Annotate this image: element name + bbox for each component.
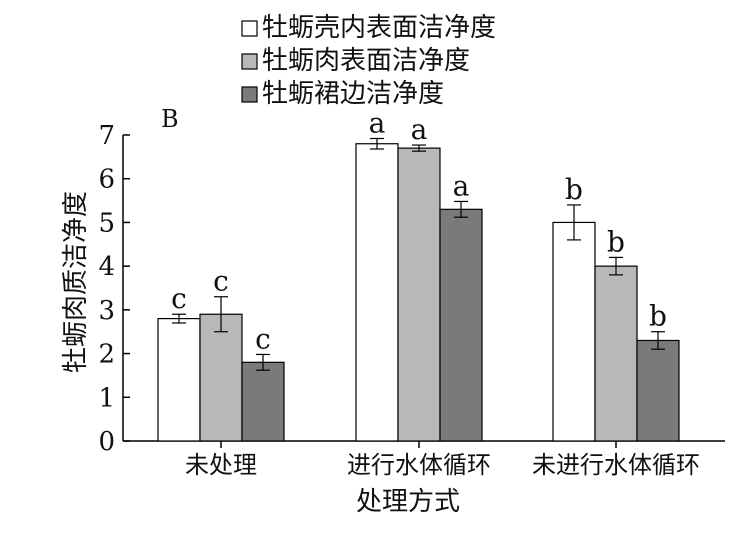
bar (355, 143, 399, 442)
bar (439, 208, 483, 442)
bar (157, 318, 201, 442)
plot-area: 0 1 2 3 4 5 6 7 未处理 进行水体循环 未进行水体循环 c a b c a b c a b (98, 106, 725, 479)
significance-label: c (255, 322, 271, 355)
bar (199, 313, 243, 442)
x-tick-label: 进行水体循环 (347, 451, 491, 479)
panel-label: B (161, 105, 179, 133)
significance-label: b (649, 300, 667, 333)
legend-swatch (241, 53, 258, 70)
significance-label: a (411, 113, 428, 146)
y-tick-label: 7 (98, 121, 115, 151)
x-tick-label: 未进行水体循环 (532, 451, 700, 479)
legend-label: 牡蛎裙边洁净度 (262, 79, 444, 109)
legend-swatch (241, 20, 258, 37)
y-tick-label: 1 (98, 383, 115, 413)
legend-label: 牡蛎壳内表面洁净度 (262, 13, 496, 43)
bar (636, 339, 680, 442)
significance-label: a (453, 169, 470, 202)
x-axis-label: 处理方式 (356, 487, 460, 517)
bar (552, 221, 596, 442)
y-tick-label: 0 (98, 427, 115, 457)
legend-label: 牡蛎肉表面洁净度 (262, 46, 470, 76)
y-tick-label: 6 (98, 165, 115, 195)
bar (594, 265, 638, 442)
bar (397, 147, 441, 442)
y-tick-label: 2 (98, 340, 115, 370)
y-tick-label: 3 (98, 296, 115, 326)
y-axis-label: 牡蛎肉质洁净度 (61, 191, 91, 373)
significance-label: c (213, 265, 229, 298)
significance-label: a (369, 106, 386, 139)
significance-label: c (171, 282, 187, 315)
significance-label: b (607, 225, 625, 258)
legend-swatch (241, 86, 258, 103)
x-tick-label: 未处理 (185, 451, 257, 479)
significance-label: b (565, 173, 583, 206)
y-tick-label: 5 (98, 208, 115, 238)
bar (241, 361, 285, 442)
y-tick-label: 4 (98, 252, 115, 282)
